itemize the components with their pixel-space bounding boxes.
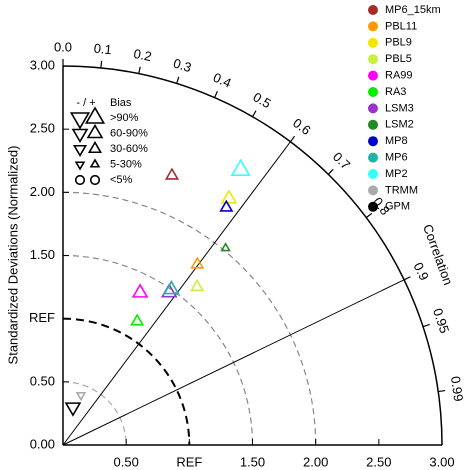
y-tick-label: 1.50 (30, 247, 55, 262)
bias-legend-symbol (87, 140, 103, 154)
corr-tick-label: 0.9 (411, 260, 432, 283)
data-point (164, 167, 180, 180)
corr-tick (214, 90, 218, 98)
y-tick-label: 2.50 (30, 121, 55, 136)
corr-tick-label: 0.6 (290, 115, 313, 138)
corr-tick (365, 212, 373, 219)
y-tick-label: 3.00 (30, 57, 55, 72)
corr-tick (403, 276, 411, 281)
corr-tick (438, 389, 446, 393)
legend-marker (368, 136, 378, 147)
bias-legend-symbol (74, 174, 86, 186)
data-point (64, 402, 82, 417)
legend-label: LSM2 (385, 119, 414, 131)
bias-sign-header: - / + (76, 97, 95, 109)
legend-marker (368, 70, 378, 81)
corr-tick-label: 0.1 (93, 41, 112, 58)
x-tick-label: 2.50 (366, 454, 391, 469)
corr-tick-label: 0.5 (250, 89, 273, 111)
legend-label: LSM3 (385, 102, 414, 114)
std-arc (62, 191, 317, 446)
data-point (131, 283, 149, 298)
y-tick-label: 2.00 (30, 184, 55, 199)
legend-marker (368, 169, 378, 179)
legend-marker (368, 54, 378, 65)
data-point (75, 392, 87, 402)
legend-label: TRMM (385, 184, 418, 196)
x-tick-label: 3.00 (429, 454, 454, 469)
corr-tick-label: 0.4 (211, 70, 234, 91)
legend-label: RA3 (385, 86, 406, 98)
legend-marker (368, 21, 378, 32)
data-point (230, 158, 251, 177)
x-tick-label: REF (176, 454, 202, 469)
data-point (220, 242, 231, 252)
corr-tick-label: 0.7 (330, 149, 353, 172)
bias-legend-symbol (84, 106, 106, 124)
x-tick-label: 1.50 (240, 454, 265, 469)
bias-legend-symbol (89, 158, 101, 168)
legend-label: MP2 (385, 168, 408, 180)
corr-tick (100, 60, 103, 68)
y-tick-label: 0.50 (30, 373, 55, 388)
legend-label: PBL9 (385, 37, 412, 49)
bias-title: Bias (110, 97, 132, 109)
bias-legend-label: 60-90% (110, 127, 148, 139)
std-arc (62, 317, 191, 446)
corr-tick (138, 66, 141, 74)
std-arc (62, 381, 127, 446)
legend-label: MP6_15km (385, 4, 441, 16)
x-tick-label: 0.50 (114, 454, 139, 469)
correlation-line (62, 279, 405, 446)
bias-legend-symbol (74, 161, 86, 171)
corr-tick-label: 0.3 (172, 55, 194, 75)
corr-tick (422, 323, 430, 328)
legend-marker (368, 37, 378, 48)
legend-label: MP8 (385, 135, 408, 147)
data-point (190, 256, 205, 269)
outer-arc (62, 65, 443, 446)
data-point (219, 199, 234, 212)
corr-tick-label: 0.95 (430, 306, 452, 335)
legend-marker (368, 119, 378, 130)
bias-legend-label: 5-30% (110, 158, 142, 170)
bias-legend-symbol (69, 112, 91, 130)
x-tick-label: 2.00 (303, 454, 328, 469)
legend-marker (368, 5, 378, 15)
data-point (163, 279, 180, 295)
legend-label: GPM (385, 201, 410, 213)
corr-tick (176, 76, 180, 84)
corr-tick (251, 110, 257, 118)
legend-marker (368, 201, 378, 212)
corr-tick-label: 0.99 (448, 375, 466, 402)
legend-marker (368, 152, 378, 163)
bias-legend-symbol (89, 174, 101, 186)
std-arc (62, 254, 254, 446)
corr-tick-label: 0.2 (132, 46, 153, 64)
bias-legend-symbol (71, 128, 89, 144)
corr-tick-label: 0.0 (54, 39, 72, 54)
bias-legend-label: 30-60% (110, 143, 148, 155)
bias-legend-label: <5% (110, 174, 133, 186)
bias-legend-symbol (86, 123, 104, 139)
corr-tick (289, 135, 296, 143)
legend-label: RA99 (385, 70, 413, 82)
legend-label: MP6 (385, 152, 408, 164)
legend-marker (368, 103, 378, 114)
legend-label: PBL11 (385, 20, 417, 32)
legend-marker (368, 87, 378, 97)
y-tick-label: REF (29, 310, 55, 325)
bias-legend-label: >90% (110, 112, 139, 124)
y-tick-label: 0.00 (30, 436, 55, 451)
legend-marker (368, 185, 378, 196)
y-axis-title: Standardized Deviations (Normalized) (5, 146, 20, 365)
data-point (220, 189, 238, 204)
bias-legend-symbol (72, 144, 88, 158)
legend-label: PBL5 (385, 53, 412, 65)
data-point (130, 313, 145, 326)
corr-tick (327, 168, 334, 175)
data-point (190, 278, 205, 292)
